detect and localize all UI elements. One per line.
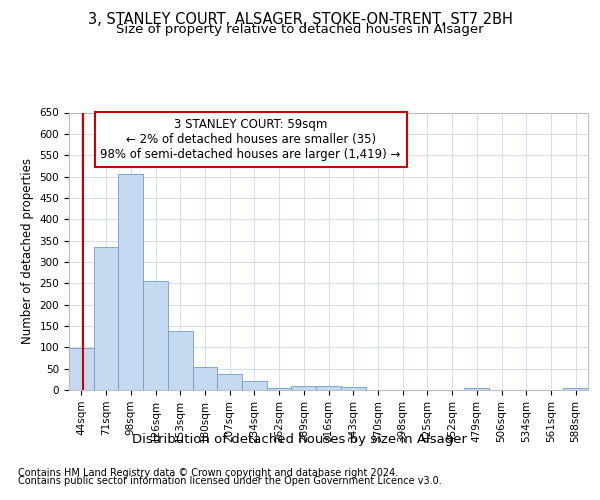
Text: 3 STANLEY COURT: 59sqm
← 2% of detached houses are smaller (35)
98% of semi-deta: 3 STANLEY COURT: 59sqm ← 2% of detached … bbox=[100, 118, 401, 161]
Text: Contains HM Land Registry data © Crown copyright and database right 2024.: Contains HM Land Registry data © Crown c… bbox=[18, 468, 398, 477]
Bar bbox=[316, 386, 341, 390]
Bar bbox=[217, 374, 242, 390]
Bar bbox=[94, 247, 118, 390]
Bar bbox=[341, 387, 365, 390]
Text: Size of property relative to detached houses in Alsager: Size of property relative to detached ho… bbox=[116, 22, 484, 36]
Bar bbox=[242, 380, 267, 390]
Y-axis label: Number of detached properties: Number of detached properties bbox=[21, 158, 34, 344]
Bar bbox=[464, 388, 489, 390]
Bar bbox=[267, 388, 292, 390]
Text: Distribution of detached houses by size in Alsager: Distribution of detached houses by size … bbox=[133, 432, 467, 446]
Bar bbox=[168, 331, 193, 390]
Bar bbox=[143, 281, 168, 390]
Bar bbox=[193, 368, 217, 390]
Bar bbox=[118, 174, 143, 390]
Bar bbox=[69, 348, 94, 390]
Text: 3, STANLEY COURT, ALSAGER, STOKE-ON-TRENT, ST7 2BH: 3, STANLEY COURT, ALSAGER, STOKE-ON-TREN… bbox=[88, 12, 512, 28]
Bar bbox=[563, 388, 588, 390]
Bar bbox=[292, 386, 316, 390]
Text: Contains public sector information licensed under the Open Government Licence v3: Contains public sector information licen… bbox=[18, 476, 442, 486]
